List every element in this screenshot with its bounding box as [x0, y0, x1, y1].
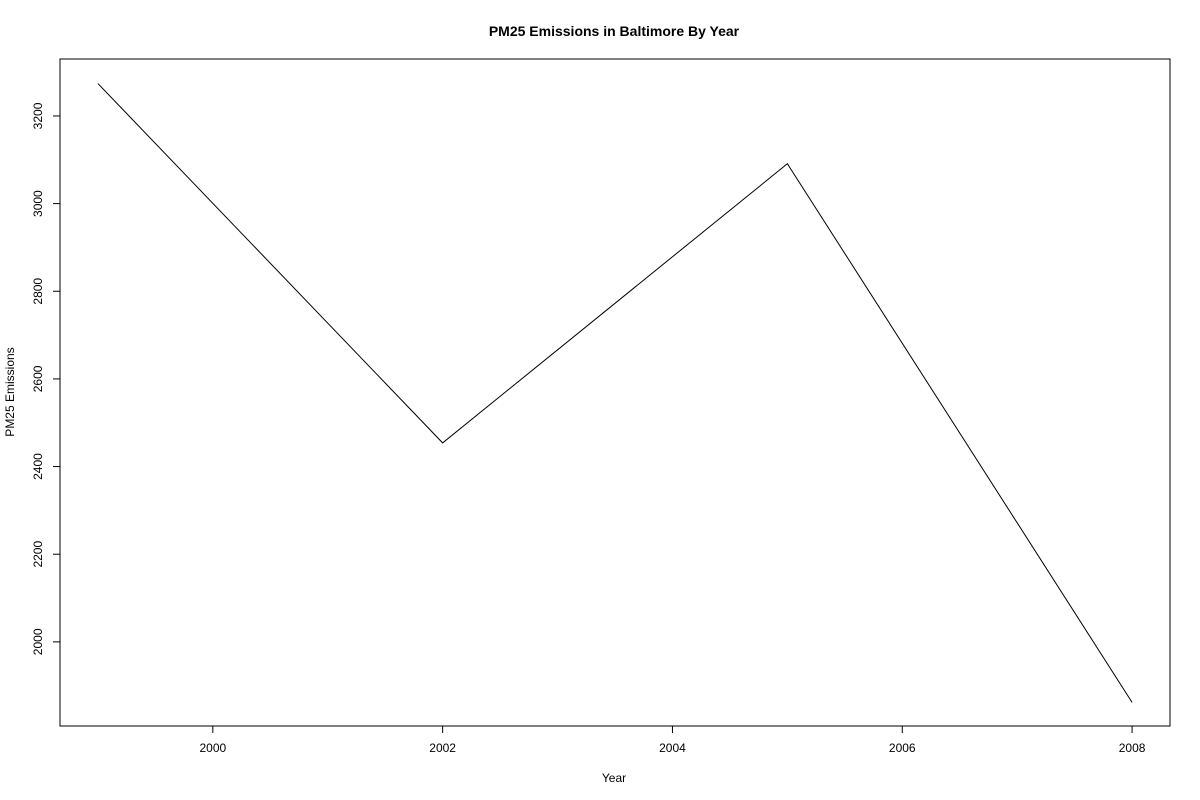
x-tick-label: 2000 — [199, 741, 226, 755]
y-axis-label: PM25 Emissions — [3, 347, 17, 436]
y-tick-label: 2000 — [31, 628, 45, 655]
chart-title: PM25 Emissions in Baltimore By Year — [489, 23, 740, 39]
y-tick-label: 3200 — [31, 102, 45, 129]
series-line — [97, 83, 1133, 703]
y-tick-label: 2200 — [31, 541, 45, 568]
x-tick-label: 2006 — [889, 741, 916, 755]
y-tick-label: 2800 — [31, 278, 45, 305]
series-layer — [97, 83, 1133, 703]
x-axis: 2000 2002 2004 2006 2008 — [199, 726, 1146, 755]
x-axis-label: Year — [602, 771, 626, 785]
y-axis: 2000 2200 2400 2600 2800 3000 3200 — [31, 102, 60, 655]
y-tick-label: 3000 — [31, 190, 45, 217]
x-tick-label: 2004 — [659, 741, 686, 755]
x-tick-label: 2002 — [429, 741, 456, 755]
plot-frame — [59, 58, 1171, 727]
x-tick-label: 2008 — [1119, 741, 1146, 755]
y-tick-label: 2600 — [31, 365, 45, 392]
y-tick-label: 2400 — [31, 453, 45, 480]
